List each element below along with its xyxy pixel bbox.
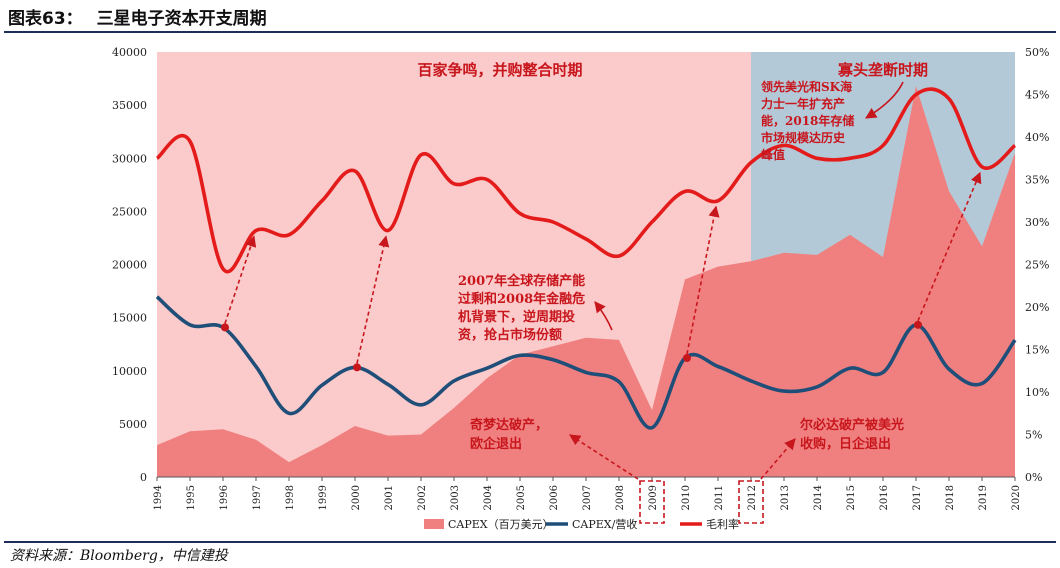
x-tick-label: 2010 [681, 485, 692, 510]
y-left-tick-label: 35000 [112, 99, 147, 112]
dashed-arrow-2012 [760, 438, 796, 480]
y-left-tick-label: 0 [140, 471, 147, 484]
x-tick-label: 2009 [648, 485, 659, 510]
annotation-a2007-line: 资，抢占市场份额 [458, 327, 562, 343]
dashed-arrow [356, 235, 390, 364]
annotation-a2018-line: 峰值 [761, 147, 785, 162]
x-tick-label: 2002 [417, 485, 428, 510]
annotation-a2018-line: 能，2018年存储 [761, 113, 854, 128]
x-tick-label: 2005 [516, 485, 527, 510]
annotation-a2007-line: 机背景下，逆周期投 [458, 309, 575, 325]
y-right-tick-label: 35% [1025, 174, 1049, 187]
arrow-origin-dot [683, 354, 691, 362]
y-right-tick-label: 30% [1025, 216, 1049, 229]
y-right-tick-label: 10% [1025, 386, 1049, 399]
y-right-tick-label: 25% [1025, 259, 1049, 272]
x-tick-label: 2018 [945, 485, 956, 510]
x-tick-label: 2006 [549, 485, 560, 510]
x-tick-label: 1996 [219, 485, 230, 510]
region-label-competition: 百家争鸣，并购整合时期 [417, 61, 582, 79]
figure-title-text: 三星电子资本开支周期 [96, 9, 267, 29]
x-tick-label: 2004 [483, 485, 494, 510]
x-tick-label: 2007 [582, 485, 593, 510]
x-tick-label: 1998 [285, 485, 296, 510]
x-tick-label: 1997 [252, 485, 263, 510]
y-right-tick-label: 20% [1025, 301, 1049, 314]
highlight-box-2012 [738, 480, 764, 524]
x-tick-label: 1994 [153, 485, 164, 510]
x-tick-label: 2008 [615, 485, 626, 510]
x-tick-label: 2000 [351, 485, 362, 510]
pointer-2007 [594, 301, 613, 331]
top-rule [4, 31, 1056, 33]
y-left-tick-label: 15000 [112, 312, 147, 325]
pointer-2018 [865, 81, 904, 119]
y-right-tick-label: 0% [1025, 471, 1042, 484]
y-left-tick-label: 20000 [112, 259, 147, 272]
legend-swatch-capex [424, 519, 444, 529]
figure-number: 图表63： [8, 9, 83, 29]
legend-label: CAPEX/营收 [572, 517, 637, 531]
region-label-oligopoly: 寡头垄断时期 [837, 61, 928, 79]
annotation-a2009b-line: 收购，日企退出 [800, 436, 891, 452]
highlight-box-2009 [639, 480, 665, 524]
capex-ratio-line [155, 295, 1017, 430]
x-tick-label: 2012 [747, 485, 758, 510]
gross-margin-line [155, 87, 1017, 274]
y-right-tick-label: 40% [1025, 131, 1049, 144]
annotation-a2007-line: 2007年全球存储产能 [458, 273, 585, 289]
x-tick-label: 2020 [1011, 485, 1022, 510]
x-tick-label: 1999 [318, 485, 329, 510]
annotation-a2018-line: 市场规模达历史 [761, 130, 846, 145]
x-tick-label: 2016 [879, 485, 890, 510]
y-left-tick-label: 10000 [112, 365, 147, 378]
legend-label: 毛利率 [706, 517, 739, 531]
figure-title: 图表63： 三星电子资本开支周期 [8, 4, 267, 29]
annotation-a2018-line: 领先美光和SK海 [761, 79, 852, 94]
x-tick-label: 2015 [846, 485, 857, 510]
y-left-tick-label: 25000 [112, 205, 147, 218]
y-left-tick-label: 30000 [112, 152, 147, 165]
region-competition [157, 52, 751, 477]
x-tick-label: 1995 [186, 485, 197, 510]
annotation-a2009b-line: 尔必达破产被美光 [800, 417, 904, 433]
chart: 0 5000 10000 15000 20000 25000 30000 35000 40000… [112, 46, 1049, 531]
arrow-origin-dot [353, 363, 361, 372]
bottom-rule [4, 541, 1056, 543]
x-tick-label: 2013 [780, 485, 791, 510]
y-right-tick-label: 50% [1025, 46, 1049, 59]
legend-label: CAPEX（百万美元） [448, 518, 554, 531]
x-tick-label: 2014 [813, 485, 824, 510]
annotation-a2007-line: 过剩和2008年金融危 [458, 291, 585, 307]
arrow-origin-dot [914, 320, 922, 329]
x-tick-label: 2001 [384, 485, 395, 510]
dashed-arrow [224, 235, 257, 324]
annotation-a2018-line: 力士一年扩充产 [761, 96, 845, 111]
annotation-a2009a-line: 欧企退出 [470, 436, 522, 452]
arrow-origin-dot [221, 323, 229, 332]
x-tick-label: 2003 [450, 485, 461, 510]
y-left-tick-label: 5000 [119, 418, 147, 431]
annotation-a2009a-line: 奇梦达破产， [470, 417, 548, 433]
x-tick-label: 2019 [978, 485, 989, 510]
y-right-tick-label: 5% [1025, 429, 1042, 442]
source-note: 资料来源：Bloomberg，中信建投 [10, 548, 228, 564]
y-right-tick-label: 15% [1025, 344, 1049, 357]
capex-area [157, 86, 1015, 477]
y-right-tick-label: 45% [1025, 89, 1049, 102]
x-tick-label: 2017 [912, 485, 923, 510]
dashed-arrow [917, 171, 982, 322]
x-tick-label: 2011 [714, 485, 725, 510]
y-left-tick-label: 40000 [112, 46, 147, 59]
